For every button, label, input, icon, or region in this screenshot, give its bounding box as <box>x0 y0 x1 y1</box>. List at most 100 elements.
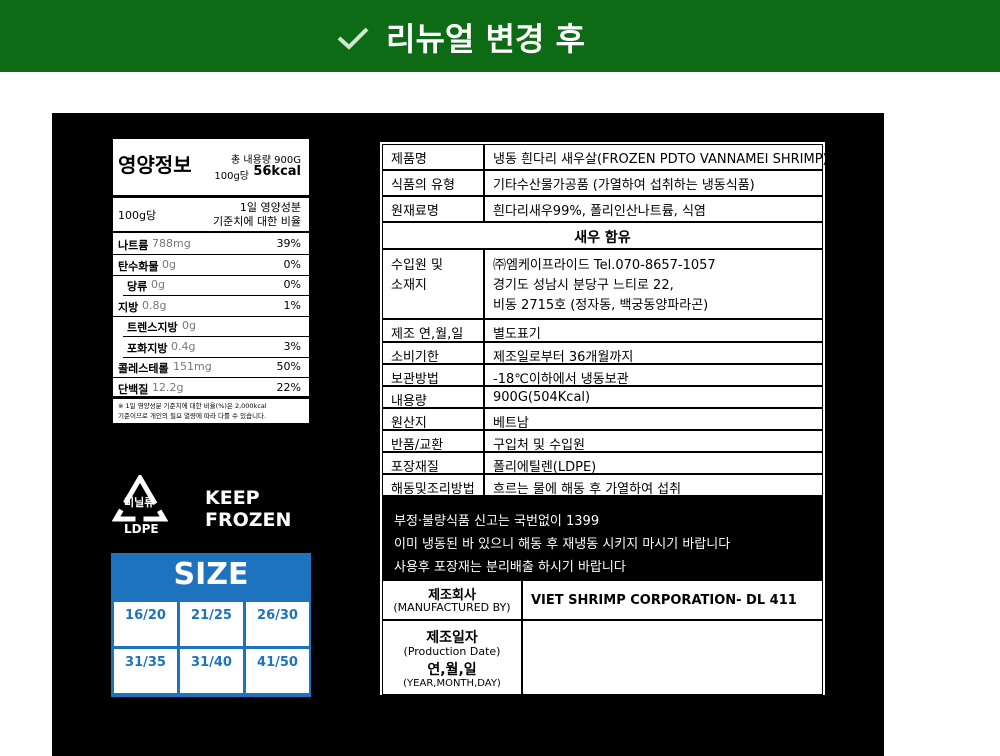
cell: 원재료명 <box>382 196 484 222</box>
cell: 제품명 <box>382 144 484 170</box>
nutrient-pct: 0% <box>283 257 301 271</box>
size-cell: 31/40 <box>180 649 243 693</box>
info-value: ㈜엠케이프라이드 Tel.070-8657-1057 <box>493 258 716 273</box>
info-value: 흰다리새우99%, 폴리인산나트륨, 식염 <box>493 204 706 219</box>
info-label: 원재료명 <box>391 204 439 219</box>
info-value: 별도표기 <box>493 327 541 342</box>
cell: 새우 함유 <box>382 222 823 249</box>
row-line <box>113 274 309 276</box>
cell: 식품의 유형 <box>382 170 484 196</box>
nutrient-pct: 3% <box>283 339 301 353</box>
cell: 구입처 및 수입원 <box>484 430 823 453</box>
mfr-value: VIET SHRIMP CORPORATION- DL 411 <box>531 593 797 608</box>
cell: 별도표기 <box>484 319 823 342</box>
info-label: 소비기한 <box>391 350 439 365</box>
recycle-material: LDPE <box>124 522 159 536</box>
info-value: 제조일로부터 36개월까지 <box>493 350 634 365</box>
rule <box>113 195 309 198</box>
keep-line: FROZEN <box>205 509 292 531</box>
nutrient-pct: 50% <box>276 360 301 373</box>
info-label: 소재지 <box>391 278 427 293</box>
info-label: 제조 연,월,일 <box>391 327 464 342</box>
cell: 포장재질 <box>382 452 484 475</box>
notice: 부정·불량식품 신고는 국번없이 1399 <box>394 514 600 529</box>
cell: 소비기한 <box>382 342 484 365</box>
info-value: 베트남 <box>493 416 529 431</box>
check-icon <box>337 27 369 50</box>
nutrient-name: 지방 <box>118 300 139 314</box>
keep-line: KEEP <box>205 487 260 509</box>
cell: 기타수산물가공품 (가열하여 섭취하는 냉동식품) <box>484 170 823 196</box>
info-value: 경기도 성남시 분당구 느티로 22, <box>493 278 674 293</box>
mfr-sub: (MANUFACTURED BY) <box>393 601 511 614</box>
info-value: 구입처 및 수입원 <box>493 438 585 453</box>
info-value: 비동 2715호 (정자동, 백궁동양파라곤) <box>493 298 709 313</box>
notice: 이미 냉동된 바 있으니 해동 후 재냉동 시키지 마시기 바랍니다 <box>394 537 731 552</box>
info-value: 폴리에틸렌(LDPE) <box>493 460 597 475</box>
info-label: 내용량 <box>391 394 427 409</box>
nutrient-pct: 22% <box>276 380 301 394</box>
cell: 냉동 흰다리 새우살(FROZEN PDTO VANNAMEI SHRIMP) <box>484 144 828 170</box>
per: 100g당 <box>214 171 249 182</box>
row-line <box>113 377 309 378</box>
info-value: 기타수산물가공품 (가열하여 섭취하는 냉동식품) <box>493 178 755 193</box>
nutrient-name: 나트륨 <box>118 239 149 252</box>
mfr-label: 제조회사 <box>428 588 476 603</box>
cell: VIET SHRIMP CORPORATION- DL 411 <box>522 580 823 620</box>
notice: 사용후 포장재는 분리배출 하시기 바랍니다 <box>394 560 626 575</box>
nutrient-pct: 0% <box>283 278 301 291</box>
nutrient-pct: 39% <box>276 237 301 250</box>
cell: 폴리에틸렌(LDPE) <box>484 452 823 475</box>
production-sub: (Production Date) <box>403 645 501 658</box>
header-bar <box>0 0 1000 72</box>
daily-label: 기준치에 대한 비율 <box>213 215 301 228</box>
row-line <box>123 295 309 296</box>
cell: 보관방법 <box>382 364 484 387</box>
nutrient-amount: 0.8g <box>142 298 167 312</box>
nutrient-name: 탄수화물 <box>118 259 159 273</box>
info-table: 제품명 냉동 흰다리 새우살(FROZEN PDTO VANNAMEI SHRIM… <box>380 142 828 695</box>
size-title: SIZE <box>173 557 249 592</box>
total: 총 내용량 900G <box>231 155 301 166</box>
row-line <box>113 397 309 399</box>
footnote: 기준이므로 개인의 필요 열량에 따라 다를 수 있습니다. <box>118 412 267 420</box>
cell: ㈜엠케이프라이드 Tel.070-8657-1057 경기도 성남시 분당구 느티… <box>484 249 823 319</box>
cell: -18℃이하에서 냉동보관 <box>484 364 823 387</box>
rule <box>113 396 309 398</box>
size-table: SIZE 16/20 21/25 26/30 31/35 31/40 41/50 <box>111 553 311 697</box>
size-cell: 41/50 <box>246 649 309 693</box>
footnote: ※ 1일 영양성분 기준치에 대한 비율(%)은 2,000kcal <box>118 402 267 410</box>
cell: 수입원 및 소재지 <box>382 249 484 319</box>
row-line <box>113 254 309 255</box>
nutrient-amount: 0.4g <box>171 339 196 353</box>
section-title: 새우 함유 <box>574 230 631 246</box>
nutrient-amount: 788mg <box>152 237 191 250</box>
info-label: 반품/교환 <box>391 438 444 453</box>
basis: 100g당 <box>118 209 157 222</box>
info-value: 흐르는 물에 해동 후 가열하여 섭취 <box>493 482 682 497</box>
size-cell: 26/30 <box>246 602 309 646</box>
nutrition-panel: 영양정보 총 내용량 900G 100g당 56kcal 100g당 1일 영양성분 기준치… <box>111 137 311 425</box>
row-line <box>123 336 309 337</box>
nutrient-name: 단백질 <box>118 382 149 396</box>
nutrient-name: 콜레스테롤 <box>118 362 169 375</box>
size-cell: 21/25 <box>180 602 243 646</box>
nutrient-amount: 12.2g <box>152 380 184 394</box>
nutrient-name: 트렌스지방 <box>127 321 178 334</box>
info-label: 보관방법 <box>391 372 439 387</box>
size-cell: 31/35 <box>114 649 177 693</box>
info-value: 냉동 흰다리 새우살(FROZEN PDTO VANNAMEI SHRIMP) <box>493 152 828 167</box>
cell: 내용량 <box>382 386 484 409</box>
nutrient-amount: 151mg <box>173 360 212 373</box>
nutrient-name: 당류 <box>127 280 148 293</box>
info-value: -18℃이하에서 냉동보관 <box>493 372 629 387</box>
cell: 제조일자 (Production Date) 연,월,일 (YEAR,MONTH,DA… <box>382 620 522 695</box>
cell <box>522 620 823 695</box>
info-value: 900G(504Kcal) <box>493 390 591 405</box>
info-label: 원산지 <box>391 416 427 431</box>
info-label: 제품명 <box>391 152 427 167</box>
production-label: 제조일자 <box>426 630 478 646</box>
cell: 원산지 <box>382 408 484 431</box>
production-sub2: (YEAR,MONTH,DAY) <box>403 678 501 689</box>
